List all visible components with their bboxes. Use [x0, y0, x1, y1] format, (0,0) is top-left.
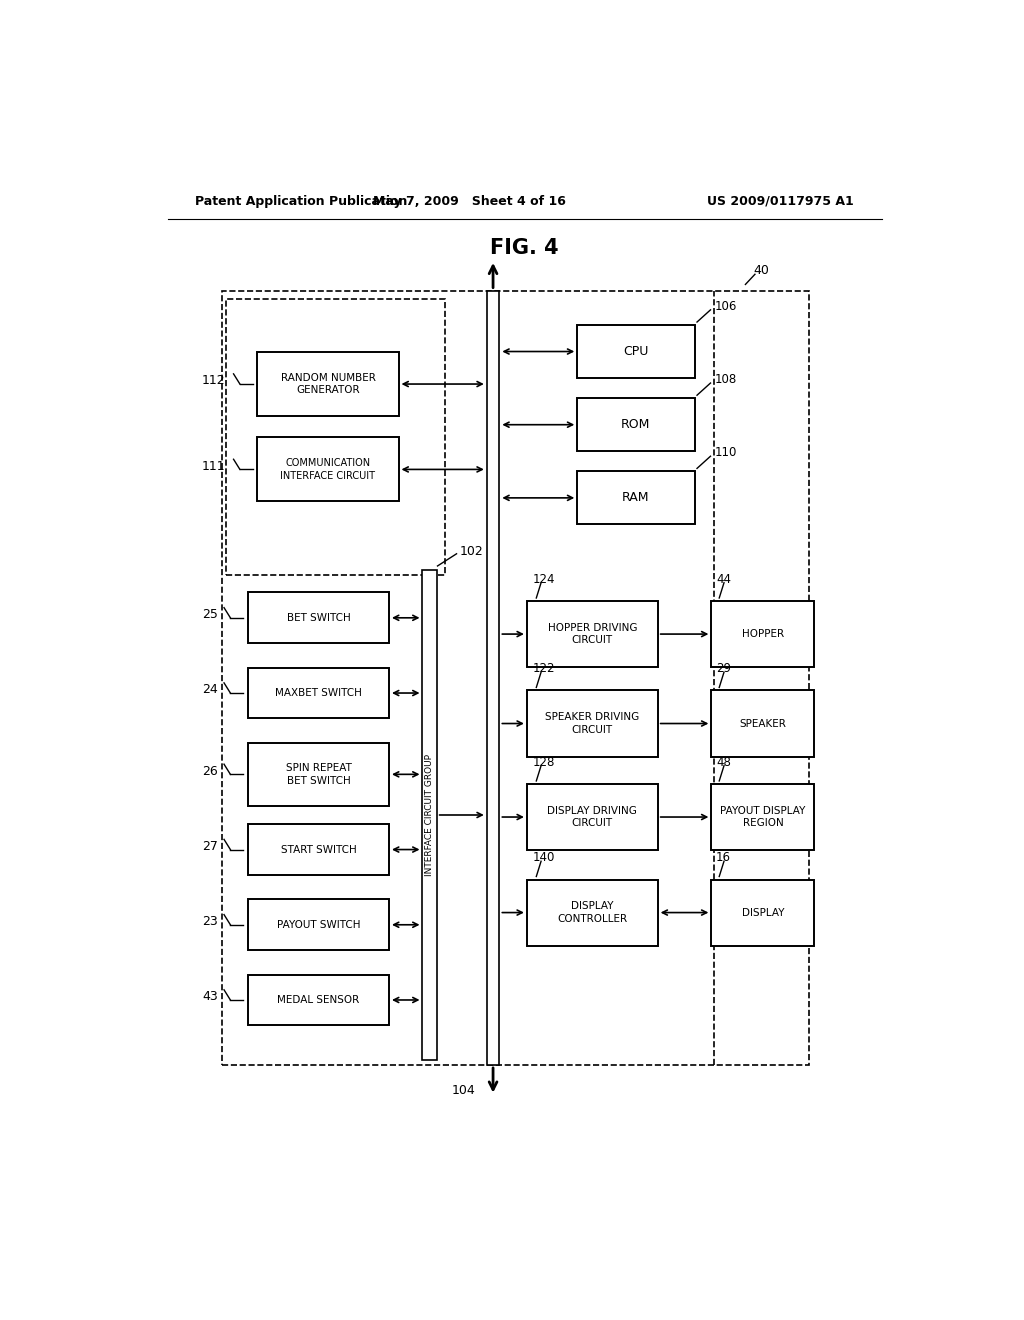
Bar	[221, 290, 809, 1065]
Text: MAXBET SWITCH: MAXBET SWITCH	[275, 688, 361, 698]
Bar	[248, 668, 389, 718]
Text: BET SWITCH: BET SWITCH	[287, 612, 350, 623]
Text: 26: 26	[202, 764, 218, 777]
Text: CPU: CPU	[624, 345, 648, 358]
Bar	[526, 879, 657, 945]
Text: 102: 102	[460, 545, 483, 558]
Bar	[526, 601, 657, 667]
Text: PAYOUT DISPLAY
REGION: PAYOUT DISPLAY REGION	[720, 805, 806, 828]
Text: 112: 112	[202, 375, 225, 388]
Text: 48: 48	[716, 756, 731, 768]
Text: 106: 106	[715, 300, 737, 313]
Text: 108: 108	[715, 374, 736, 385]
Text: Patent Application Publication: Patent Application Publication	[196, 194, 408, 207]
Text: COMMUNICATION
INTERFACE CIRCUIT: COMMUNICATION INTERFACE CIRCUIT	[281, 458, 376, 480]
Text: 16: 16	[716, 851, 731, 865]
Bar	[225, 298, 445, 576]
Text: START SWITCH: START SWITCH	[281, 845, 356, 854]
Text: DISPLAY DRIVING
CIRCUIT: DISPLAY DRIVING CIRCUIT	[547, 805, 637, 828]
Text: 29: 29	[716, 663, 731, 676]
Bar	[578, 471, 694, 524]
Text: May 7, 2009   Sheet 4 of 16: May 7, 2009 Sheet 4 of 16	[373, 194, 565, 207]
Bar	[712, 784, 814, 850]
Bar	[257, 352, 398, 416]
Text: 122: 122	[534, 663, 556, 676]
Bar	[578, 325, 694, 378]
Text: ROM: ROM	[622, 418, 650, 432]
Text: 25: 25	[202, 609, 218, 622]
Text: 140: 140	[534, 851, 555, 865]
Text: RANDOM NUMBER
GENERATOR: RANDOM NUMBER GENERATOR	[281, 372, 376, 395]
Text: 24: 24	[202, 684, 218, 697]
Text: RAM: RAM	[623, 491, 649, 504]
Bar	[526, 784, 657, 850]
Text: 128: 128	[534, 756, 555, 768]
Text: 124: 124	[534, 573, 556, 586]
Text: 111: 111	[202, 459, 225, 473]
Bar	[486, 290, 500, 1065]
Text: 43: 43	[202, 990, 218, 1003]
Text: SPEAKER: SPEAKER	[739, 718, 786, 729]
Text: 104: 104	[452, 1084, 475, 1097]
Text: 27: 27	[202, 840, 218, 853]
Text: DISPLAY: DISPLAY	[741, 908, 784, 917]
Bar	[248, 743, 389, 805]
Bar	[526, 690, 657, 756]
Text: US 2009/0117975 A1: US 2009/0117975 A1	[708, 194, 854, 207]
Text: SPIN REPEAT
BET SWITCH: SPIN REPEAT BET SWITCH	[286, 763, 351, 785]
Bar	[578, 399, 694, 451]
Bar	[248, 824, 389, 875]
Bar	[712, 601, 814, 667]
Bar	[248, 974, 389, 1026]
Text: 40: 40	[754, 264, 769, 277]
Text: 23: 23	[202, 915, 218, 928]
Bar	[257, 437, 398, 502]
Text: INTERFACE CIRCUIT GROUP: INTERFACE CIRCUIT GROUP	[425, 754, 434, 876]
Bar	[423, 570, 436, 1060]
Text: SPEAKER DRIVING
CIRCUIT: SPEAKER DRIVING CIRCUIT	[545, 713, 639, 735]
Bar	[248, 899, 389, 950]
Bar	[712, 690, 814, 756]
Text: 110: 110	[715, 446, 737, 459]
Text: PAYOUT SWITCH: PAYOUT SWITCH	[276, 920, 360, 929]
Text: 44: 44	[716, 573, 731, 586]
Text: MEDAL SENSOR: MEDAL SENSOR	[278, 995, 359, 1005]
Bar	[712, 879, 814, 945]
Text: FIG. 4: FIG. 4	[490, 238, 559, 257]
Text: DISPLAY
CONTROLLER: DISPLAY CONTROLLER	[557, 902, 628, 924]
Text: HOPPER DRIVING
CIRCUIT: HOPPER DRIVING CIRCUIT	[548, 623, 637, 645]
Text: HOPPER: HOPPER	[741, 630, 784, 639]
Bar	[248, 593, 389, 643]
